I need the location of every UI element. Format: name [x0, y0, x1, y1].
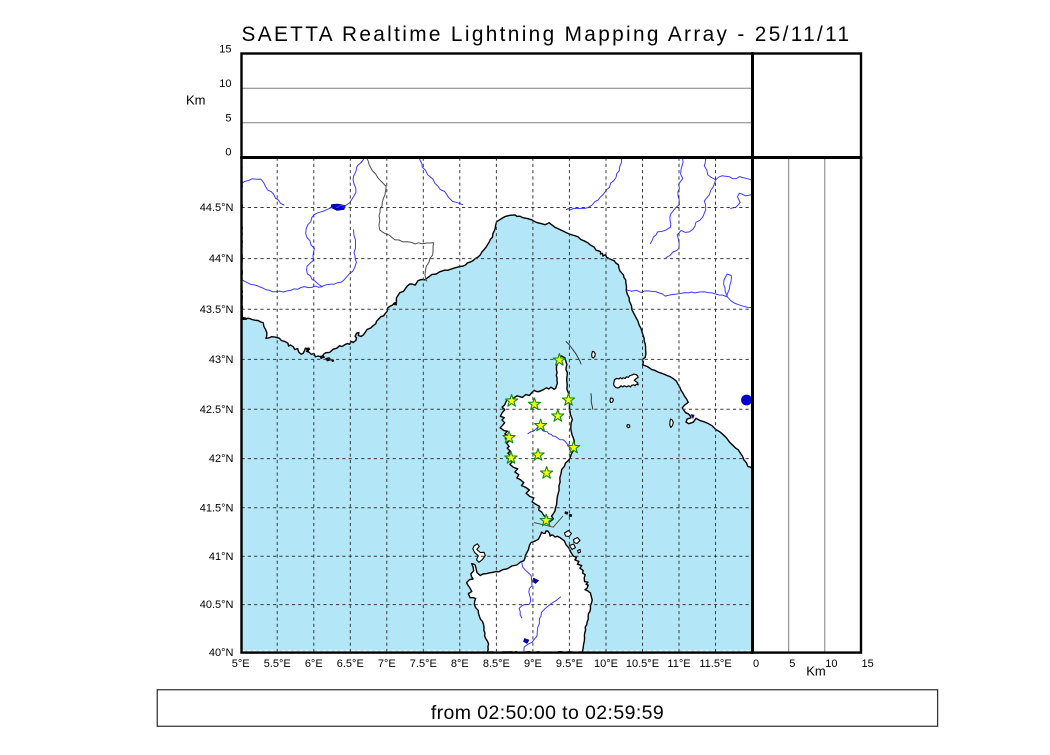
svg-text:from 02:50:00 to 02:59:59: from 02:50:00 to 02:59:59 — [431, 702, 664, 724]
svg-text:15: 15 — [219, 43, 231, 55]
svg-text:11.5°E: 11.5°E — [699, 658, 731, 670]
svg-text:41.5°N: 41.5°N — [200, 502, 234, 514]
svg-text:5°E: 5°E — [232, 658, 250, 670]
svg-text:42°N: 42°N — [209, 453, 234, 465]
svg-text:41°N: 41°N — [209, 551, 234, 563]
svg-text:44°N: 44°N — [209, 253, 234, 265]
svg-text:43°N: 43°N — [209, 354, 234, 366]
svg-text:11°E: 11°E — [667, 658, 690, 670]
svg-text:10: 10 — [219, 78, 231, 90]
svg-text:40°N: 40°N — [209, 647, 234, 659]
svg-text:42.5°N: 42.5°N — [200, 404, 234, 416]
svg-text:8°E: 8°E — [451, 658, 469, 670]
svg-text:Km: Km — [806, 664, 826, 679]
svg-text:7.5°E: 7.5°E — [410, 658, 437, 670]
svg-text:6.5°E: 6.5°E — [337, 658, 364, 670]
svg-text:SAETTA Realtime Lightning Mapp: SAETTA Realtime Lightning Mapping Array … — [242, 23, 852, 46]
svg-text:5: 5 — [225, 113, 231, 125]
svg-text:0: 0 — [225, 146, 231, 158]
svg-text:0: 0 — [753, 658, 759, 670]
svg-text:5: 5 — [789, 658, 795, 670]
svg-text:8.5°E: 8.5°E — [483, 658, 510, 670]
svg-text:10: 10 — [825, 658, 837, 670]
svg-text:10.5°E: 10.5°E — [626, 658, 659, 670]
svg-text:6°E: 6°E — [305, 658, 323, 670]
svg-text:15: 15 — [862, 658, 874, 670]
svg-text:7°E: 7°E — [378, 658, 396, 670]
svg-text:44.5°N: 44.5°N — [200, 202, 234, 214]
svg-text:5.5°E: 5.5°E — [264, 658, 291, 670]
svg-text:10°E: 10°E — [594, 658, 618, 670]
svg-text:43.5°N: 43.5°N — [200, 304, 234, 316]
svg-text:9.5°E: 9.5°E — [556, 658, 583, 670]
svg-text:9°E: 9°E — [524, 658, 542, 670]
svg-text:40.5°N: 40.5°N — [200, 599, 234, 611]
svg-text:Km: Km — [186, 93, 206, 108]
